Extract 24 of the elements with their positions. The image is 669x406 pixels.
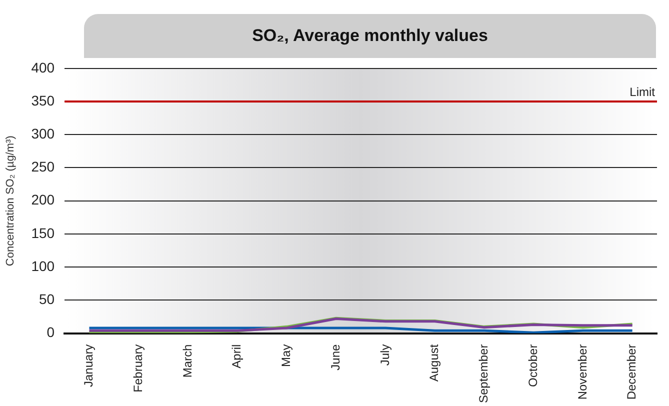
y-tick-label: 150 xyxy=(31,224,55,241)
x-tick-label: December xyxy=(624,344,639,400)
x-tick-label: November xyxy=(575,344,590,400)
x-tick-label: January xyxy=(82,344,96,388)
y-tick-label: 0 xyxy=(46,324,55,340)
x-tick-label: May xyxy=(279,344,294,367)
y-tick-label: 250 xyxy=(31,158,55,175)
y-tick-label: 200 xyxy=(31,192,55,208)
y-tick-label: 300 xyxy=(31,125,55,142)
x-tick-label: September xyxy=(476,344,491,404)
y-axis-title: Concentration SO₂ (µg/m³) xyxy=(4,136,17,266)
y-tick-label: 100 xyxy=(31,258,55,274)
x-tick-label: March xyxy=(180,344,194,378)
y-tick-label: 50 xyxy=(38,291,55,308)
chart-title: SO₂, Average monthly values xyxy=(84,14,656,58)
x-tick-label: February xyxy=(130,344,145,392)
x-tick-label: April xyxy=(230,344,244,368)
x-tick-label: August xyxy=(427,344,442,382)
y-tick-label: 400 xyxy=(31,59,55,76)
x-tick-label: June xyxy=(328,344,342,370)
ref-line-label: Limit xyxy=(630,84,656,99)
y-tick-label: 350 xyxy=(31,92,55,108)
x-tick-label: July xyxy=(378,344,392,366)
x-tick-label: October xyxy=(526,344,540,387)
